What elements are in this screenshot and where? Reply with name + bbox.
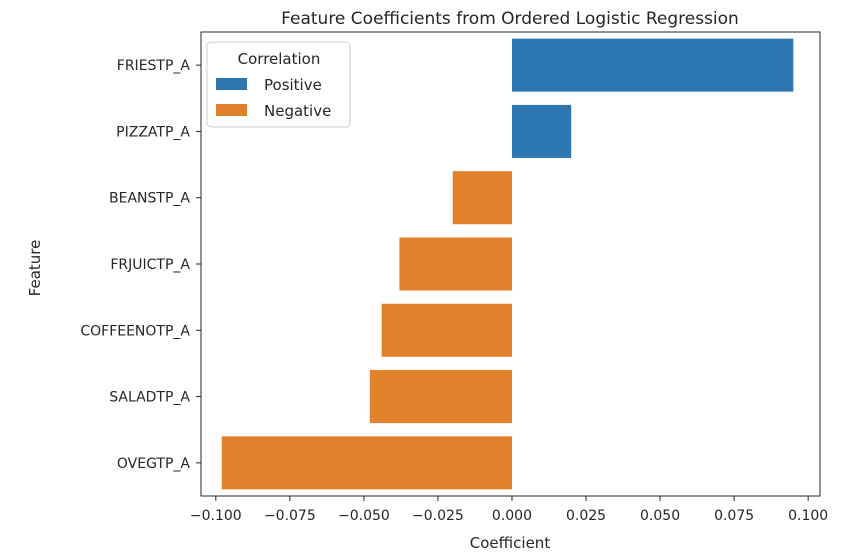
y-tick-label: SALADTP_A: [109, 390, 190, 406]
y-tick-label: BEANSTP_A: [109, 191, 190, 207]
bar-coffeenotp-a: [381, 303, 512, 357]
y-axis-title: Feature: [26, 240, 44, 297]
x-tick-label: 0.025: [566, 508, 606, 524]
x-tick-label: −0.075: [264, 508, 316, 524]
y-tick-label: OVEGTP_A: [117, 456, 191, 472]
x-tick-label: −0.025: [412, 508, 464, 524]
bar-beanstp-a: [452, 171, 512, 225]
y-axis: FRIESTP_A PIZZATP_A BEANSTP_A FRJUICTP_A COF…: [80, 58, 201, 472]
y-tick-label: FRJUICTP_A: [110, 257, 190, 273]
x-axis-title: Coefficient: [470, 534, 551, 552]
legend-swatch-positive: [216, 78, 247, 90]
bar-frjuictp-a: [399, 237, 512, 291]
x-tick-label: −0.050: [338, 508, 390, 524]
y-tick-label: PIZZATP_A: [116, 124, 190, 140]
x-tick-label: 0.050: [640, 508, 680, 524]
x-tick-label: 0.075: [714, 508, 754, 524]
legend-label-positive: Positive: [264, 76, 322, 94]
legend-title: Correlation: [238, 50, 321, 68]
y-tick-label: FRIESTP_A: [117, 58, 191, 74]
bars-group: [221, 38, 794, 490]
chart-title: Feature Coefficients from Ordered Logist…: [281, 9, 739, 29]
x-tick-label: −0.100: [190, 508, 242, 524]
bar-ovegtp-a: [221, 436, 512, 490]
x-tick-label: 0.000: [492, 508, 532, 524]
bar-saladtp-a: [369, 370, 512, 424]
bar-pizzatp-a: [511, 104, 572, 158]
legend-label-negative: Negative: [264, 102, 331, 120]
x-axis: −0.100 −0.075 −0.050 −0.025 0.000 0.025 0.050 0…: [190, 496, 828, 524]
legend-swatch-negative: [216, 104, 247, 116]
bar-friestp-a: [511, 38, 794, 92]
x-tick-label: 0.100: [788, 508, 828, 524]
legend: Correlation Positive Negative: [206, 41, 351, 128]
y-tick-label: COFFEENOTP_A: [80, 323, 190, 339]
